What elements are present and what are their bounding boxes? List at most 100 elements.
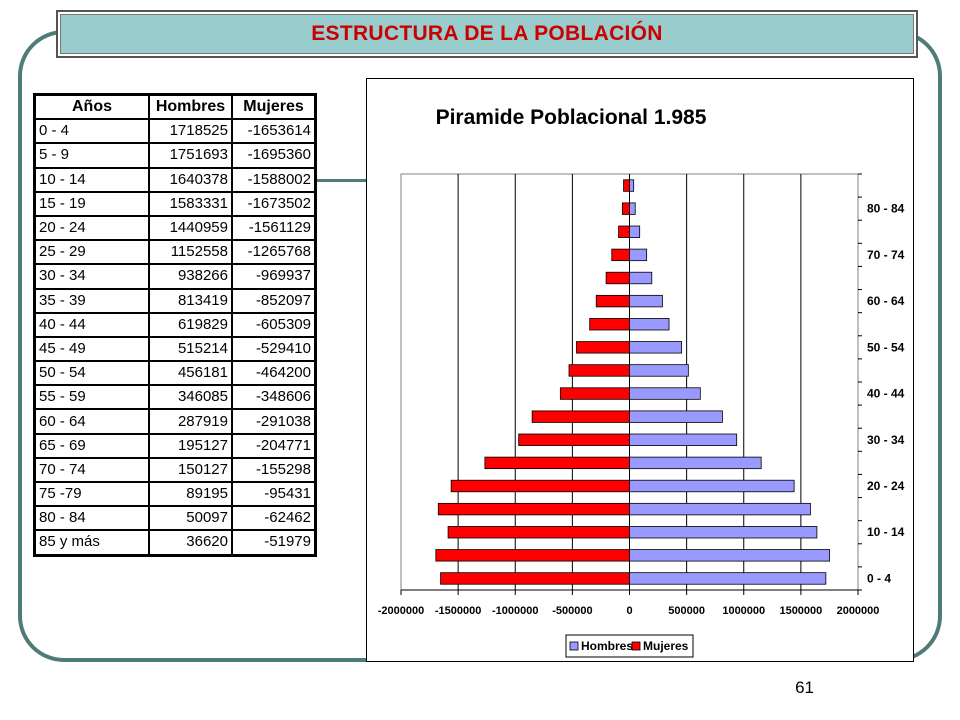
x-tick-label: 0 bbox=[626, 605, 632, 617]
category-tick-label: 60 - 64 bbox=[867, 294, 905, 308]
bar-mujeres bbox=[437, 502, 630, 516]
bar-mujeres bbox=[568, 364, 630, 377]
women-cell: -155298 bbox=[231, 456, 317, 484]
table-row: 65 - 69 195127 -204771 bbox=[33, 432, 317, 459]
bar-hombres bbox=[629, 549, 831, 562]
population-table: Años Hombres Mujeres 0 - 4 1718525 -165361… bbox=[33, 93, 317, 557]
table-row: 70 - 74 150127 -155298 bbox=[33, 456, 317, 484]
header-men: Hombres bbox=[148, 93, 233, 121]
category-tick-label: 70 - 74 bbox=[867, 248, 905, 262]
men-cell: 50097 bbox=[148, 505, 233, 532]
men-cell: 287919 bbox=[148, 408, 233, 435]
bar-hombres bbox=[629, 294, 663, 308]
table-row: 50 - 54 456181 -464200 bbox=[33, 360, 317, 387]
table-row: 30 - 34 938266 -969937 bbox=[33, 263, 317, 290]
bar-hombres bbox=[629, 271, 653, 285]
x-tick-label: 500000 bbox=[668, 605, 705, 617]
chart-title: Piramide Poblacional 1.985 bbox=[436, 106, 707, 129]
bar-mujeres bbox=[589, 318, 630, 331]
x-tick-label: -1000000 bbox=[492, 605, 539, 617]
men-cell: 346085 bbox=[148, 384, 233, 411]
women-cell: -95431 bbox=[231, 480, 317, 508]
bar-hombres bbox=[629, 433, 738, 446]
age-cell: 55 - 59 bbox=[33, 384, 150, 411]
men-cell: 515214 bbox=[148, 335, 233, 363]
category-tick-label: 30 - 34 bbox=[867, 433, 905, 447]
bar-mujeres bbox=[447, 526, 630, 539]
bar-hombres bbox=[629, 572, 827, 585]
category-tick-label: 40 - 44 bbox=[867, 387, 905, 401]
age-cell: 40 - 44 bbox=[33, 311, 150, 338]
header-women: Mujeres bbox=[231, 93, 317, 121]
bar-hombres bbox=[629, 526, 818, 539]
bar-mujeres bbox=[621, 202, 630, 215]
men-cell: 1718525 bbox=[148, 118, 233, 145]
age-cell: 85 y más bbox=[33, 529, 150, 557]
bar-hombres bbox=[629, 502, 811, 516]
bar-hombres bbox=[629, 248, 648, 262]
category-tick-label: 80 - 84 bbox=[867, 202, 905, 216]
age-cell: 70 - 74 bbox=[33, 456, 150, 484]
women-cell: -1695360 bbox=[231, 142, 317, 169]
legend-label-hombres: Hombres bbox=[581, 639, 633, 653]
age-cell: 30 - 34 bbox=[33, 263, 150, 290]
age-cell: 20 - 24 bbox=[33, 214, 150, 242]
bar-mujeres bbox=[576, 341, 630, 354]
legend-swatch-mujeres bbox=[631, 641, 641, 651]
table-row: 80 - 84 50097 -62462 bbox=[33, 505, 317, 532]
table-row: 0 - 4 1718525 -1653614 bbox=[33, 118, 317, 145]
category-tick-label: 10 - 14 bbox=[867, 525, 905, 539]
bar-hombres bbox=[629, 225, 641, 238]
men-cell: 89195 bbox=[148, 480, 233, 508]
table-row: 40 - 44 619829 -605309 bbox=[33, 311, 317, 338]
women-cell: -1673502 bbox=[231, 190, 317, 217]
x-tick-label: 1500000 bbox=[779, 605, 822, 617]
age-cell: 75 -79 bbox=[33, 480, 150, 508]
women-cell: -1561129 bbox=[231, 214, 317, 242]
bar-mujeres bbox=[611, 248, 630, 262]
men-cell: 813419 bbox=[148, 287, 233, 314]
legend-label-mujeres: Mujeres bbox=[643, 639, 689, 653]
men-cell: 456181 bbox=[148, 360, 233, 387]
table-row: 20 - 24 1440959 -1561129 bbox=[33, 214, 317, 242]
bar-mujeres bbox=[605, 271, 630, 285]
x-tick-label: -1500000 bbox=[435, 605, 482, 617]
women-cell: -969937 bbox=[231, 263, 317, 290]
table-row: 45 - 49 515214 -529410 bbox=[33, 335, 317, 363]
men-cell: 1440959 bbox=[148, 214, 233, 242]
women-cell: -204771 bbox=[231, 432, 317, 459]
population-table-wrap: Años Hombres Mujeres 0 - 4 1718525 -165361… bbox=[33, 93, 317, 557]
age-cell: 50 - 54 bbox=[33, 360, 150, 387]
legend-box bbox=[565, 634, 694, 658]
x-tick-label: -2000000 bbox=[378, 605, 425, 617]
men-cell: 195127 bbox=[148, 432, 233, 459]
women-cell: -62462 bbox=[231, 505, 317, 532]
x-tick-label: 1000000 bbox=[722, 605, 765, 617]
slide-title: ESTRUCTURA DE LA POBLACIÓN bbox=[311, 22, 663, 45]
men-cell: 1152558 bbox=[148, 239, 233, 266]
bar-mujeres bbox=[484, 456, 630, 470]
women-cell: -1588002 bbox=[231, 166, 317, 193]
bar-mujeres bbox=[440, 572, 630, 585]
bar-hombres bbox=[629, 410, 723, 423]
table-row: 60 - 64 287919 -291038 bbox=[33, 408, 317, 435]
table-row: 75 -79 89195 -95431 bbox=[33, 480, 317, 508]
age-cell: 45 - 49 bbox=[33, 335, 150, 363]
bar-hombres bbox=[629, 202, 636, 215]
women-cell: -1265768 bbox=[231, 239, 317, 266]
age-cell: 60 - 64 bbox=[33, 408, 150, 435]
men-cell: 619829 bbox=[148, 311, 233, 338]
women-cell: -464200 bbox=[231, 360, 317, 387]
men-cell: 150127 bbox=[148, 456, 233, 484]
bar-mujeres bbox=[559, 387, 630, 400]
table-body: 0 - 4 1718525 -1653614 5 - 9 1751693 -1695360… bbox=[33, 118, 317, 557]
women-cell: -605309 bbox=[231, 311, 317, 338]
bar-hombres bbox=[629, 456, 762, 470]
page-number: 61 bbox=[795, 678, 814, 697]
category-tick-label: 20 - 24 bbox=[867, 479, 905, 493]
age-cell: 35 - 39 bbox=[33, 287, 150, 314]
age-cell: 10 - 14 bbox=[33, 166, 150, 193]
table-row: 85 y más 36620 -51979 bbox=[33, 529, 317, 557]
bar-hombres bbox=[629, 341, 683, 354]
women-cell: -51979 bbox=[231, 529, 317, 557]
